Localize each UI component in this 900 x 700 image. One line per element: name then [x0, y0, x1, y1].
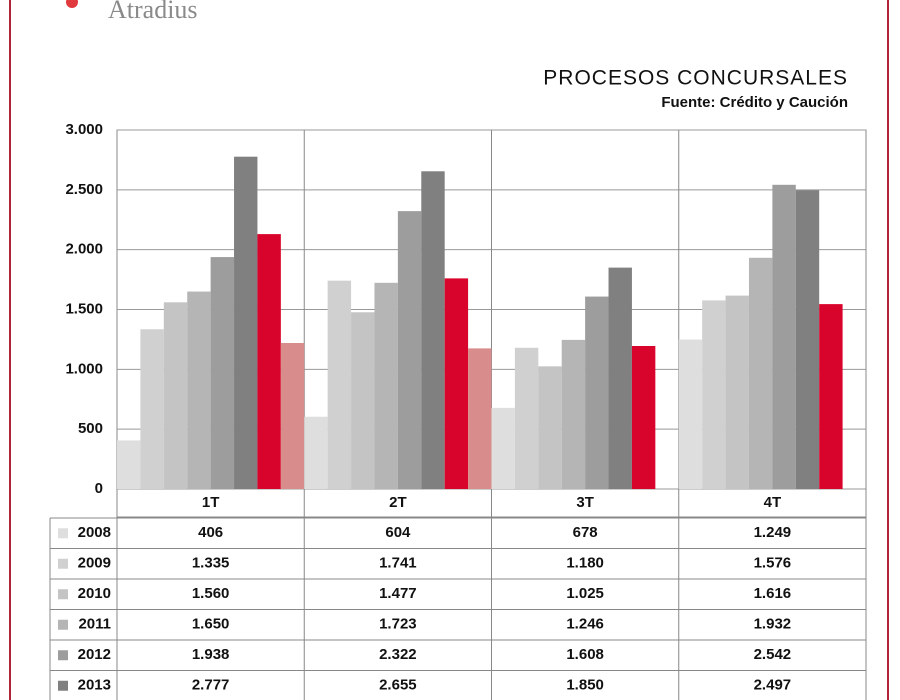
- legend-swatch: [58, 680, 68, 691]
- logo-mark: [66, 0, 78, 8]
- bar: [374, 282, 398, 489]
- legend-label: 2011: [78, 616, 111, 633]
- table-value: 1.938: [192, 646, 230, 663]
- bar: [421, 171, 445, 489]
- table-value: 604: [385, 524, 411, 541]
- bar: [187, 291, 211, 489]
- y-tick-label: 0: [95, 480, 103, 497]
- y-tick-label: 2.500: [65, 181, 103, 198]
- legend-swatch: [58, 589, 68, 600]
- table-value: 1.932: [754, 616, 792, 633]
- x-tick-label: 2T: [389, 494, 407, 511]
- chart-subtitle: Fuente: Crédito y Caución: [661, 94, 848, 111]
- bar: [163, 302, 188, 489]
- bar: [702, 300, 726, 489]
- table-value: 678: [573, 524, 598, 541]
- table-value: 1.741: [379, 555, 417, 572]
- chart-title: PROCESOS CONCURSALES: [543, 67, 848, 90]
- bar: [280, 343, 305, 489]
- table-value: 1.560: [192, 585, 230, 602]
- table-value: 1.025: [566, 585, 604, 602]
- bar: [631, 345, 656, 489]
- bar: [351, 312, 375, 489]
- legend-swatch: [58, 528, 68, 539]
- bar: [117, 440, 141, 489]
- bar: [234, 156, 258, 489]
- table-value: 1.850: [566, 677, 604, 694]
- table-value: 2.542: [754, 646, 792, 663]
- bar: [795, 190, 820, 490]
- legend-label: 2008: [78, 524, 111, 541]
- table-value: 2.497: [754, 677, 792, 694]
- table-value: 2.777: [192, 677, 230, 694]
- x-tick-label: 4T: [764, 494, 782, 511]
- bar: [819, 304, 843, 489]
- table-value: 1.249: [754, 524, 792, 541]
- legend-swatch: [58, 558, 68, 569]
- legend-label: 2013: [78, 677, 111, 694]
- y-tick-label: 2.000: [65, 241, 103, 258]
- bar: [678, 339, 703, 489]
- bar: [608, 267, 632, 489]
- bar: [257, 234, 281, 489]
- y-tick-label: 1.500: [65, 300, 103, 317]
- frame: [9, 0, 889, 700]
- table-value: 1.335: [192, 555, 230, 572]
- y-tick-label: 3.000: [65, 121, 103, 138]
- table-value: 1.616: [754, 585, 792, 602]
- y-tick-label: 500: [78, 420, 103, 437]
- x-tick-label: 3T: [576, 494, 594, 511]
- legend-swatch: [58, 619, 68, 630]
- bar: [397, 211, 422, 489]
- y-tick-label: 1.000: [65, 360, 103, 377]
- logo: Atradius: [108, 0, 198, 24]
- bar: [468, 348, 492, 489]
- bar: [444, 278, 469, 489]
- bar: [748, 257, 773, 489]
- table-value: 1.608: [566, 646, 604, 663]
- table-value: 1.723: [379, 616, 417, 633]
- table-value: 1.180: [566, 555, 604, 572]
- table-value: 2.322: [379, 646, 417, 663]
- legend-swatch: [58, 650, 68, 661]
- table-value: 1.650: [192, 616, 230, 633]
- table-value: 1.576: [754, 555, 792, 572]
- legend-label: 2012: [78, 646, 111, 663]
- bar: [327, 280, 352, 489]
- bar: [585, 296, 609, 489]
- table-value: 1.246: [566, 616, 604, 633]
- bar: [304, 416, 328, 489]
- legend-label: 2009: [78, 555, 111, 572]
- bar: [561, 339, 586, 489]
- table-value: 406: [198, 524, 223, 541]
- bar: [140, 329, 164, 489]
- bar: [514, 347, 539, 489]
- bar: [491, 407, 515, 489]
- bar: [210, 257, 235, 489]
- bar: [772, 184, 796, 490]
- x-tick-label: 1T: [202, 494, 220, 511]
- legend-label: 2010: [78, 585, 111, 602]
- table-value: 1.477: [379, 585, 417, 602]
- bar: [725, 295, 749, 489]
- table-value: 2.655: [379, 677, 417, 694]
- bar: [538, 366, 562, 489]
